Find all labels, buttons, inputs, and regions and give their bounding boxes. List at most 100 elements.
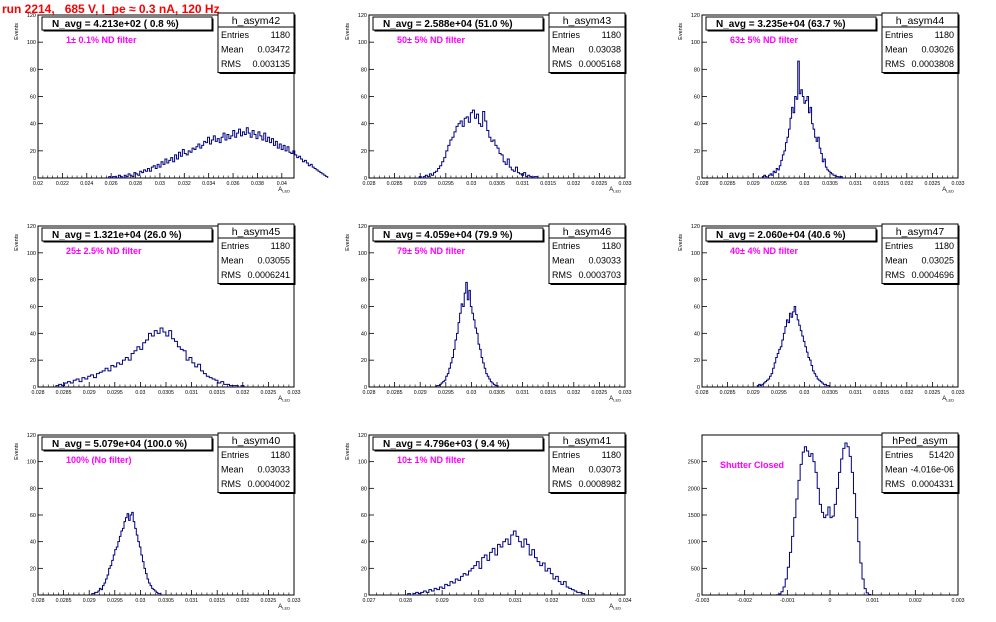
stats-label: RMS [221,479,241,489]
y-tick-label: 80 [361,486,367,492]
filter-annotation: 50± 5% ND filter [397,35,465,45]
stats-value: 0.03033 [257,465,290,475]
stats-value: 0.003135 [252,59,290,69]
x-tick-label: -0.002 [737,598,752,604]
x-tick-label: 0.031 [185,390,198,396]
y-tick-label: 60 [30,305,36,311]
x-axis-label: ALED [609,604,621,611]
y-tick-label: 120 [358,13,367,19]
y-tick-label: 0 [33,385,36,391]
x-axis-label: ALED [942,396,954,403]
histogram-line [418,109,539,179]
stats-box [881,12,959,73]
x-axis-label-main: A [609,396,613,402]
y-tick-label: 0 [33,593,36,599]
stats-label: Mean [885,465,908,475]
x-tick-label: 0.001 [866,598,879,604]
stats-value: 1180 [602,450,621,460]
stats-name: hPed_asym [892,435,948,447]
x-tick-label: 0.0315 [209,390,225,396]
y-tick-label: 100 [358,251,367,257]
y-tick-label: 500 [691,566,700,572]
x-tick-label: 0.033 [288,390,301,396]
y-tick-label: 100 [691,40,700,46]
stats-label: Mean [221,465,244,475]
x-axis-label-main: A [609,604,613,610]
x-tick-label: 0.0325 [260,390,276,396]
y-tick-label: 120 [27,13,36,19]
x-tick-label: 0.0295 [438,390,454,396]
stats-name: h_asym42 [232,15,281,27]
stats-value: 0.0003808 [911,59,954,69]
stats-box [548,432,626,493]
x-tick-label: 0.033 [952,181,965,187]
x-tick-label: 0.0325 [591,181,607,187]
filter-annotation: 10± 1% ND filter [397,455,465,465]
x-tick-label: 0.034 [619,598,632,604]
stats-value: 51420 [929,450,954,460]
histogram-h_asym43: 0 20 40 60 80 100 120 0.028 0.0285 0.029 0.0295 0.0… [345,12,632,194]
x-axis-label-sub: LED [613,398,621,403]
x-tick-label: 0.0285 [720,390,736,396]
x-tick-label: 0.028 [696,181,709,187]
y-tick-label: 40 [361,122,367,128]
y-tick-label: 80 [30,67,36,73]
histogram-title: N_avg = 4.796e+03 ( 9.4 %) [383,439,510,450]
x-tick-label: 0.0285 [387,181,403,187]
y-tick-label: 120 [358,433,367,439]
x-tick-label: 0.0285 [720,181,736,187]
x-tick-label: 0.0315 [209,598,225,604]
stats-label: Mean [221,256,244,266]
y-tick-label: 60 [361,513,367,519]
x-tick-label: 0.034 [202,181,215,187]
stats-name: h_asym45 [232,226,281,238]
x-tick-label: 0.028 [363,181,376,187]
y-tick-label: 80 [361,67,367,73]
y-tick-label: 80 [30,486,36,492]
y-tick-label: 60 [30,513,36,519]
run-title: run 2214, 685 V, I_pe ≈ 0.3 nA, 120 Hz [2,2,220,16]
y-tick-label: 1000 [688,540,700,546]
y-tick-label: 100 [27,40,36,46]
x-axis-label-sub: LED [282,398,290,403]
x-tick-label: 0.03 [135,390,145,396]
y-tick-label: 40 [694,122,700,128]
x-axis-label-main: A [278,396,282,402]
histogram-h_asym46: 0 20 40 60 80 100 120 0.028 0.0285 0.029 0.0295 0.0… [345,223,632,403]
x-tick-label: 0.029 [436,598,449,604]
x-tick-label: 0.0285 [387,390,403,396]
x-axis-label: ALED [278,187,290,194]
stats-label: Entries [552,241,581,251]
y-axis-label: Events [678,234,684,251]
histogram-line [108,127,329,179]
y-tick-label: 40 [361,331,367,337]
x-axis-label-main: A [942,396,946,402]
stats-label: RMS [552,479,572,489]
x-axis-label-sub: LED [946,398,954,403]
histogram-line [91,511,162,595]
x-tick-label: 0.0295 [438,181,454,187]
stats-label: Entries [885,30,914,40]
y-tick-label: 20 [361,149,367,155]
x-tick-label: 0.038 [251,181,264,187]
y-tick-label: 40 [30,122,36,128]
y-tick-label: 100 [691,251,700,257]
y-tick-label: 1500 [688,513,700,519]
x-tick-label: 0.031 [849,390,862,396]
x-tick-label: 0.024 [80,181,93,187]
x-tick-label: -0.001 [780,598,795,604]
stats-label: Mean [885,256,908,266]
x-tick-label: 0.0295 [107,390,123,396]
stats-label: RMS [885,270,905,280]
filter-annotation: 25± 2.5% ND filter [66,246,142,256]
stats-value: 0.0005168 [578,59,621,69]
x-tick-label: 0.033 [582,598,595,604]
y-axis-label: Events [345,443,351,460]
histogram-h_asym45: 0 20 40 60 80 100 120 0.028 0.0285 0.029 0.0295 0.0… [14,223,301,403]
x-tick-label: 0.032 [567,390,580,396]
stats-label: Entries [885,241,914,251]
stats-value: 1180 [602,241,621,251]
stats-value: 0.0003703 [578,270,621,280]
stats-label: Entries [552,450,581,460]
